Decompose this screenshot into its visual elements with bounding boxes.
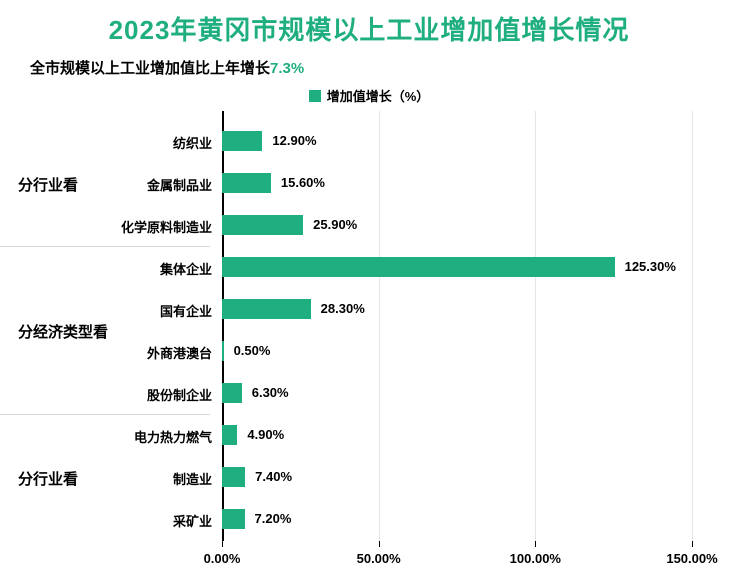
bar-row: 金属制品业15.60%: [222, 162, 692, 204]
category-label: 纺织业: [173, 133, 222, 152]
value-label: 25.90%: [313, 217, 357, 232]
chart-subtitle: 全市规模以上工业增加值比上年增长7.3%: [0, 47, 738, 78]
plot-area: 纺织业12.90%金属制品业15.60%化学原料制造业25.90%集体企业125…: [222, 111, 692, 541]
bar: [222, 257, 615, 277]
value-label: 28.30%: [321, 301, 365, 316]
x-axis-label: 100.00%: [510, 551, 561, 566]
category-label: 股份制企业: [147, 385, 222, 404]
x-axis-label: 150.00%: [666, 551, 717, 566]
chart-title: 2023年黄冈市规模以上工业增加值增长情况: [0, 0, 738, 47]
category-label: 外商港澳台: [147, 343, 222, 362]
bar-row: 电力热力燃气4.90%: [222, 414, 692, 456]
bar: [222, 341, 224, 361]
subtitle-prefix: 全市规模以上工业增加值比上年增长: [30, 60, 270, 77]
bar-row: 纺织业12.90%: [222, 120, 692, 162]
category-label: 金属制品业: [147, 175, 222, 194]
chart-area: 纺织业12.90%金属制品业15.60%化学原料制造业25.90%集体企业125…: [0, 111, 738, 581]
group-separator: [0, 246, 210, 247]
category-label: 采矿业: [173, 511, 222, 530]
group-separator: [0, 414, 210, 415]
category-label: 电力热力燃气: [134, 427, 222, 446]
bar-row: 股份制企业6.30%: [222, 372, 692, 414]
value-label: 7.40%: [255, 469, 292, 484]
bar-row: 化学原料制造业25.90%: [222, 204, 692, 246]
value-label: 125.30%: [625, 259, 676, 274]
category-label: 集体企业: [160, 259, 222, 278]
subtitle-highlight: 7.3%: [270, 60, 304, 77]
value-label: 12.90%: [272, 133, 316, 148]
value-label: 15.60%: [281, 175, 325, 190]
bar: [222, 131, 262, 151]
bar-row: 外商港澳台0.50%: [222, 330, 692, 372]
x-axis-label: 0.00%: [204, 551, 241, 566]
bar: [222, 467, 245, 487]
x-axis-tick: [692, 541, 693, 547]
bar: [222, 425, 237, 445]
bar: [222, 509, 245, 529]
bar-row: 采矿业7.20%: [222, 498, 692, 540]
x-axis-tick: [535, 541, 536, 547]
category-label: 化学原料制造业: [121, 217, 222, 236]
x-axis-label: 50.00%: [357, 551, 401, 566]
value-label: 7.20%: [255, 511, 292, 526]
bar: [222, 383, 242, 403]
group-label: 分行业看: [18, 174, 78, 195]
group-label: 分行业看: [18, 468, 78, 489]
bar-row: 集体企业125.30%: [222, 246, 692, 288]
bar: [222, 299, 311, 319]
chart-legend: 增加值增长（%）: [0, 78, 738, 105]
x-axis-tick: [379, 541, 380, 547]
group-label: 分经济类型看: [18, 321, 108, 342]
category-label: 制造业: [173, 469, 222, 488]
bar: [222, 173, 271, 193]
value-label: 4.90%: [247, 427, 284, 442]
legend-label: 增加值增长（%）: [327, 89, 430, 104]
gridline: [692, 111, 693, 541]
bar-row: 国有企业28.30%: [222, 288, 692, 330]
value-label: 0.50%: [234, 343, 271, 358]
bar: [222, 215, 303, 235]
category-label: 国有企业: [160, 301, 222, 320]
value-label: 6.30%: [252, 385, 289, 400]
bar-row: 制造业7.40%: [222, 456, 692, 498]
legend-swatch: [309, 90, 321, 102]
x-axis-tick: [222, 541, 223, 547]
